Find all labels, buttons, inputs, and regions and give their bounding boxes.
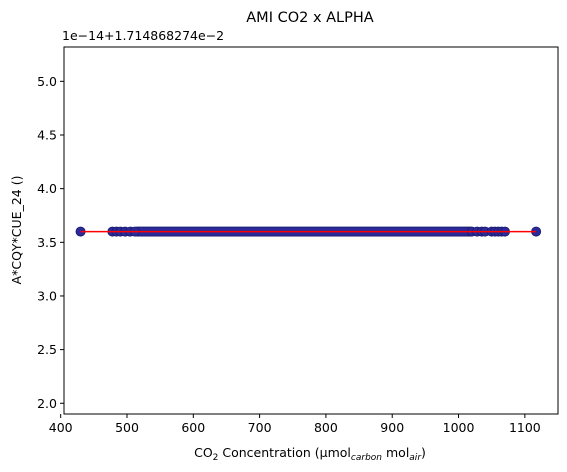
x-label-sub-air: air: [409, 453, 422, 463]
x-axis-label: CO2 Concentration (µmolcarbon molair): [194, 445, 426, 463]
x-tick-label: 500: [115, 420, 139, 435]
y-axis: 2.0 2.5 3.0 3.5 4.0 4.5 5.0: [37, 74, 64, 411]
chart-title: AMI CO2 x ALPHA: [246, 10, 374, 26]
y-tick-label: 4.0: [37, 181, 57, 196]
x-tick-label: 800: [314, 420, 338, 435]
x-label-mid: Concentration (µmol: [218, 445, 351, 460]
y-tick-label: 5.0: [37, 74, 57, 89]
x-tick-label: 1100: [509, 420, 541, 435]
y-tick-label: 4.5: [37, 127, 57, 142]
y-tick-label: 3.0: [37, 288, 57, 303]
x-label-co: CO: [194, 445, 213, 460]
x-tick-label: 900: [380, 420, 404, 435]
x-label-sub-carbon: carbon: [351, 453, 382, 463]
plot-data: [75, 226, 542, 237]
x-tick-label: 600: [181, 420, 205, 435]
x-axis: 400 500 600 700 800 900 1000 1100: [49, 414, 541, 435]
x-label-mid2: mol: [382, 445, 409, 460]
plot-frame: [63, 46, 559, 415]
x-tick-label: 400: [49, 420, 73, 435]
y-tick-label: 3.5: [37, 235, 57, 250]
y-tick-label: 2.5: [37, 342, 57, 357]
x-label-sub2: 2: [213, 453, 219, 463]
y-tick-label: 2.0: [37, 396, 57, 411]
x-tick-label: 1000: [443, 420, 475, 435]
x-label-end: ): [421, 445, 426, 460]
y-offset-label: 1e−14+1.714868274e−2: [62, 28, 224, 43]
y-axis-label: A*CQY*CUE_24 (): [9, 176, 24, 285]
x-tick-label: 700: [248, 420, 272, 435]
